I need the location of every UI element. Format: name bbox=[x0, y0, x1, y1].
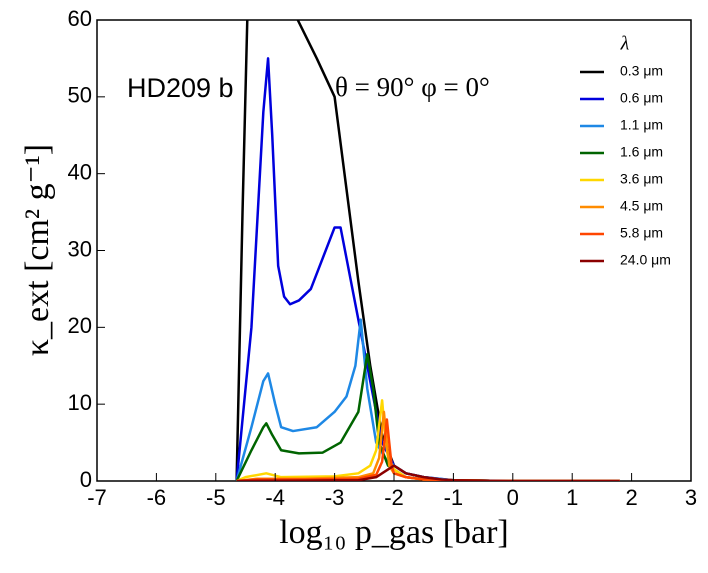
plot-frame bbox=[96, 19, 692, 482]
y-axis-label: κ_ext [cm² g⁻¹] bbox=[19, 144, 56, 356]
x-tick-label: -5 bbox=[206, 485, 226, 510]
x-tick-label: -2 bbox=[384, 485, 404, 510]
legend-label: 24.0 μm bbox=[620, 252, 671, 268]
y-tick-label: 40 bbox=[68, 159, 92, 184]
legend-title: λ bbox=[620, 33, 630, 55]
x-tick-label: 0 bbox=[507, 485, 519, 510]
legend-label: 4.5 μm bbox=[620, 198, 663, 214]
series-line bbox=[236, 464, 620, 481]
legend-label: 0.3 μm bbox=[620, 63, 663, 79]
y-tick-label: 10 bbox=[68, 390, 92, 415]
legend-label: 1.1 μm bbox=[620, 117, 663, 133]
legend-label: 5.8 μm bbox=[620, 225, 663, 241]
annotation: θ = 90° φ = 0° bbox=[335, 72, 490, 102]
x-tick-label: 3 bbox=[685, 485, 697, 510]
x-tick-label: -6 bbox=[147, 485, 167, 510]
x-tick-label: -1 bbox=[444, 485, 464, 510]
x-tick-label: -3 bbox=[325, 485, 345, 510]
y-tick-label: 50 bbox=[68, 83, 92, 108]
x-tick-label: -7 bbox=[87, 485, 107, 510]
y-tick-label: 60 bbox=[68, 6, 92, 31]
legend-label: 0.6 μm bbox=[620, 90, 663, 106]
y-tick-label: 20 bbox=[68, 313, 92, 338]
x-tick-label: -4 bbox=[265, 485, 285, 510]
x-axis-label: log₁₀ p_gas [bar] bbox=[279, 514, 509, 551]
annotation: HD209 b bbox=[127, 73, 234, 103]
legend-label: 3.6 μm bbox=[620, 171, 663, 187]
x-tick-label: 1 bbox=[566, 485, 578, 510]
y-tick-label: 0 bbox=[80, 467, 92, 492]
plot-lines bbox=[235, 20, 620, 481]
x-tick-label: 2 bbox=[625, 485, 637, 510]
legend-label: 1.6 μm bbox=[620, 144, 663, 160]
y-tick-label: 30 bbox=[68, 236, 92, 261]
